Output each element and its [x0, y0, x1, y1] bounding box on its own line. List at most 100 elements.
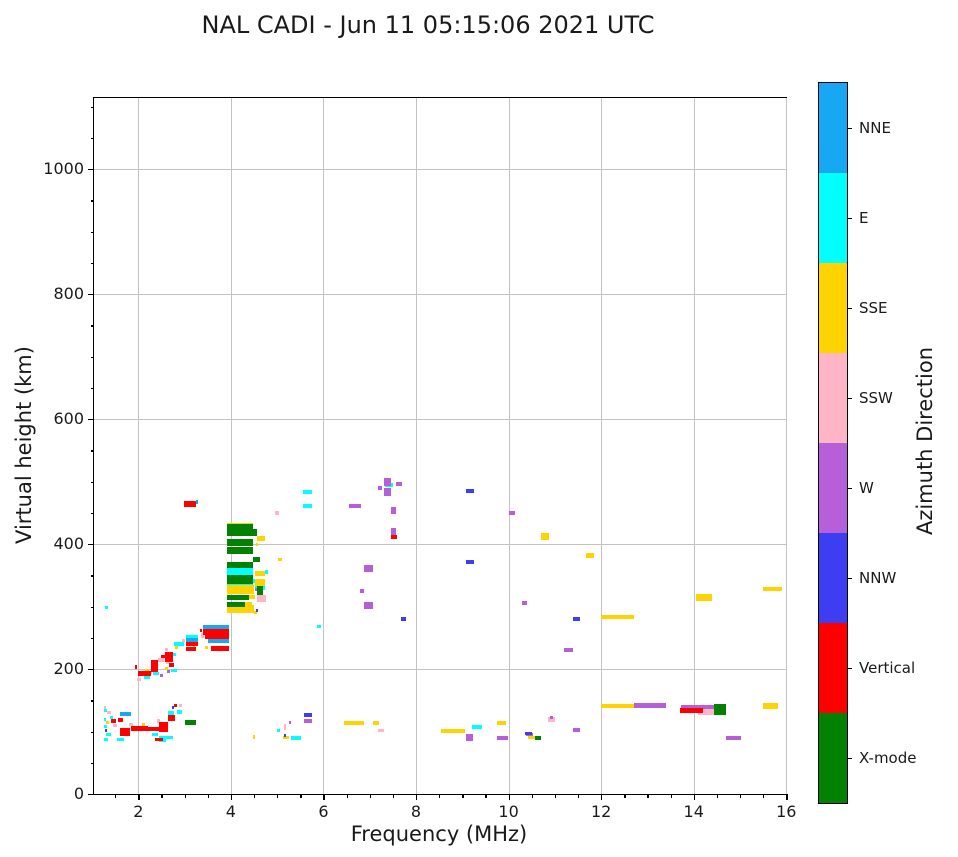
data-segment — [210, 645, 229, 651]
data-segment — [679, 708, 703, 714]
x-tick-label: 4 — [225, 802, 236, 821]
x-tick — [230, 794, 233, 800]
data-segment — [254, 578, 265, 586]
data-segment — [471, 724, 482, 729]
grid-line-x — [323, 98, 325, 794]
data-segment — [183, 501, 196, 507]
data-segment — [377, 485, 382, 490]
data-segment — [153, 671, 160, 675]
x-minor-tick — [531, 794, 534, 798]
grid-line-y — [94, 669, 786, 670]
data-segment — [303, 718, 313, 723]
colorbar-tick-label: E — [859, 209, 869, 227]
data-segment — [291, 735, 302, 740]
colorbar-tick-label: W — [859, 479, 874, 497]
y-tick — [88, 294, 94, 296]
colorbar-tick — [848, 668, 852, 670]
data-segment — [167, 670, 170, 673]
data-segment — [159, 735, 173, 739]
data-segment — [149, 670, 153, 674]
x-minor-tick — [115, 794, 117, 798]
data-segment — [150, 667, 158, 673]
x-tick-label: 12 — [590, 802, 612, 821]
colorbar: NNE E SSE SSW W NNW Vertical X-mode — [818, 82, 916, 804]
x-tick-label: 6 — [318, 802, 329, 821]
chart-title: NAL CADI - Jun 11 05:15:06 2021 UTC — [201, 11, 655, 39]
data-segment — [160, 673, 163, 677]
data-segment — [103, 717, 107, 721]
x-minor-tick — [462, 794, 464, 798]
data-segment — [129, 722, 133, 726]
x-tick — [508, 794, 510, 800]
x-minor-tick — [624, 794, 626, 798]
data-segment — [227, 594, 250, 600]
data-segment — [227, 574, 254, 584]
data-segment — [763, 587, 782, 591]
data-segment — [227, 547, 254, 555]
data-segment — [274, 510, 279, 515]
colorbar-segment — [819, 263, 847, 353]
data-segment — [203, 625, 229, 630]
colorbar-tick — [848, 128, 852, 130]
data-segment — [344, 720, 364, 725]
data-segment — [378, 728, 384, 732]
data-segment — [164, 656, 174, 662]
data-segment — [601, 703, 634, 708]
y-tick-label: 1000 — [43, 159, 84, 178]
data-segment — [158, 657, 165, 662]
y-tick — [88, 419, 94, 421]
colorbar-tick-label: SSE — [859, 299, 888, 317]
x-minor-tick — [254, 794, 256, 798]
data-segment — [171, 705, 175, 709]
data-segment — [256, 586, 264, 596]
data-segment — [179, 703, 182, 707]
data-segment — [227, 585, 254, 595]
grid-line-y — [94, 294, 786, 295]
data-segment — [119, 712, 131, 716]
data-segment — [147, 727, 159, 731]
data-segment — [205, 646, 208, 650]
data-segment — [255, 608, 259, 612]
x-minor-tick — [578, 794, 580, 798]
x-minor-tick — [369, 794, 372, 798]
x-tick — [416, 794, 418, 800]
data-segment — [227, 568, 254, 575]
colorbar-label: Azimuth Direction — [913, 346, 937, 536]
x-tick — [693, 794, 696, 800]
data-segment — [254, 570, 265, 576]
data-segment — [400, 617, 406, 621]
data-segment — [176, 709, 183, 714]
y-tick — [88, 794, 94, 796]
plot-area: 2 4 6 8 10 12 14 16 0 200 400 600 800 1000 — [43, 97, 796, 821]
y-minor-tick — [90, 200, 94, 202]
grid-line-x — [508, 98, 510, 794]
data-segment — [111, 718, 117, 723]
grid-line-x — [693, 98, 695, 794]
data-segment — [107, 711, 111, 715]
colorbar-tick — [848, 308, 852, 310]
y-minor-tick — [90, 481, 94, 483]
data-segment — [466, 733, 474, 741]
x-minor-tick — [184, 794, 186, 798]
colorbar-tick — [848, 488, 852, 490]
data-segment — [348, 503, 362, 508]
colorbar-tick — [848, 578, 852, 580]
colorbar-segment — [819, 533, 847, 623]
data-segment — [185, 642, 198, 646]
x-tick-label: 14 — [683, 802, 704, 821]
data-segment — [508, 510, 515, 515]
data-segment — [145, 668, 150, 672]
data-segment — [256, 594, 266, 602]
data-segment — [534, 735, 541, 740]
grid-line-y — [94, 419, 786, 420]
x-minor-tick — [207, 794, 210, 798]
grid-line-x — [416, 98, 418, 794]
x-minor-tick — [392, 794, 395, 798]
data-segment — [363, 564, 373, 572]
x-minor-tick — [740, 794, 742, 798]
data-segment — [573, 728, 581, 733]
data-segment — [117, 737, 125, 741]
x-minor-tick — [670, 794, 672, 798]
y-tick — [88, 169, 94, 171]
colorbar-tick — [848, 398, 852, 400]
